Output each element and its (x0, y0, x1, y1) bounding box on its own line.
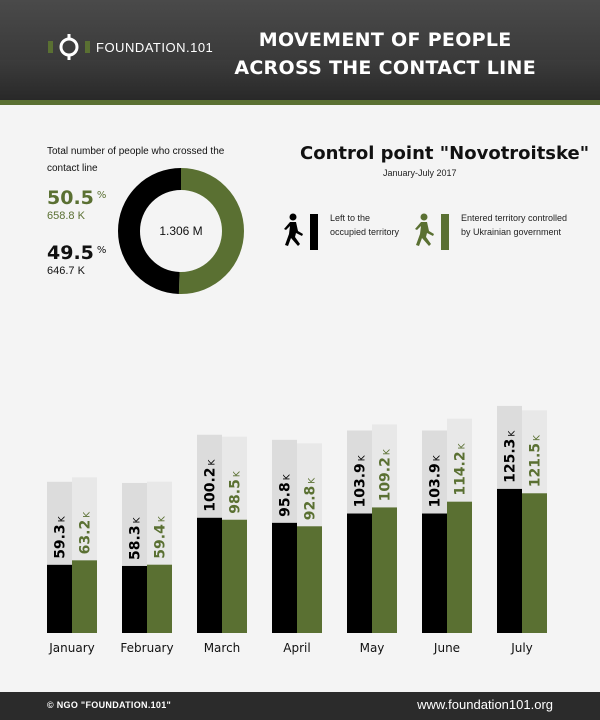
entered-percent-value: 50.5 (47, 187, 94, 209)
bar-entered (147, 564, 172, 633)
donut-center-label: 1.306 M (159, 224, 202, 238)
value-label-bg-left (272, 439, 297, 523)
bar-left (122, 565, 147, 633)
value-label-bg-entered (372, 424, 397, 508)
bar-left (272, 522, 297, 633)
data-label-entered: 63.2K (78, 511, 94, 555)
bar-entered (222, 519, 247, 633)
data-label-left: 103.9K (353, 454, 369, 507)
month-label: March (204, 641, 241, 655)
value-label-bg-entered (147, 481, 172, 565)
donut-slice-left (118, 168, 244, 294)
header-accent-stripe (0, 100, 600, 105)
value-label-bg-left (347, 430, 372, 514)
control-point-title: Control point "Novotroitske" (300, 143, 590, 164)
data-label-left: 95.8K (278, 473, 294, 517)
data-label-left: 59.3K (53, 515, 69, 559)
month-label: June (433, 641, 460, 655)
value-label-bg-left (497, 405, 522, 489)
value-label-bg-entered (297, 443, 322, 527)
month-label: April (283, 641, 310, 655)
control-point-subtitle: January-July 2017 (383, 168, 457, 178)
value-label-bg-entered (522, 410, 547, 494)
data-label-entered: 121.5K (528, 434, 544, 487)
total-crossed-label: Total number of people who crossed the c… (47, 146, 225, 174)
data-label-left: 103.9K (428, 454, 444, 507)
bar-left (47, 564, 72, 633)
bar-entered (297, 526, 322, 633)
bar-entered (447, 501, 472, 633)
legend-item-entered: Entered territory controlled by Ukrainia… (411, 211, 571, 251)
data-label-entered: 92.8K (303, 477, 319, 521)
bar-entered (72, 560, 97, 633)
header-photo-ground (0, 60, 600, 105)
bar-left (497, 488, 522, 633)
data-label-left: 100.2K (203, 458, 219, 511)
value-label-bg-left (422, 430, 447, 514)
data-label-entered: 59.4K (153, 515, 169, 559)
bar-left (197, 517, 222, 633)
bar-entered (372, 507, 397, 633)
month-label: May (360, 641, 385, 655)
logo[interactable]: FOUNDATION.101 (48, 34, 213, 60)
footer-copyright: © NGO "FOUNDATION.101" (47, 700, 172, 710)
legend-item-left: Left to the occupied territory (280, 211, 402, 251)
data-label-entered: 114.2K (453, 442, 469, 495)
bar-left (422, 513, 447, 633)
month-label: July (510, 641, 533, 655)
page-title-line-2: ACROSS THE CONTACT LINE (234, 57, 536, 79)
footer: © NGO "FOUNDATION.101" www.foundation101… (0, 692, 600, 720)
monthly-bar-chart: 59.3K 63.2K January 58.3K 59.4K February 100.2… (47, 405, 547, 655)
month-label: January (48, 641, 95, 655)
value-label-bg-left (122, 482, 147, 566)
legend-label-left: Left to the occupied territory (330, 213, 400, 237)
value-label-bg-left (47, 481, 72, 565)
page-title: MOVEMENT OF PEOPLE ACROSS THE CONTACT LI… (234, 26, 536, 82)
data-label-entered: 98.5K (228, 470, 244, 514)
header-banner: FOUNDATION.101 MOVEMENT OF PEOPLE ACROSS… (0, 0, 600, 105)
donut-chart: 1.306 M (118, 168, 244, 294)
entered-count: 658.8 K (47, 210, 85, 222)
left-percent-unit: % (96, 245, 107, 256)
value-label-bg-entered (447, 418, 472, 502)
header-photo-sky (0, 0, 600, 60)
bar-left (347, 513, 372, 633)
legend-label-entered: Entered territory controlled by Ukrainia… (461, 213, 568, 237)
walking-person-icon (284, 213, 318, 250)
month-label: February (120, 641, 173, 655)
value-label-bg-entered (222, 436, 247, 520)
data-label-left: 58.3K (128, 516, 144, 560)
left-count: 646.7 K (47, 265, 85, 277)
foundation-logo-icon (48, 34, 90, 60)
data-label-left: 125.3K (503, 430, 519, 483)
bar-entered (522, 493, 547, 633)
value-label-bg-left (197, 434, 222, 518)
logo-text: FOUNDATION.101 (96, 39, 214, 55)
walking-person-icon (415, 213, 449, 250)
page-title-line-1: MOVEMENT OF PEOPLE (258, 29, 512, 51)
entered-percent-unit: % (96, 190, 107, 201)
data-label-entered: 109.2K (378, 448, 394, 501)
legend-swatch-left (310, 214, 318, 250)
legend-swatch-entered (441, 214, 449, 250)
entered-percent: 50.5% (47, 187, 106, 209)
left-percent: 49.5% (47, 242, 106, 264)
footer-website-link[interactable]: www.foundation101.org (417, 697, 553, 712)
left-percent-value: 49.5 (47, 242, 94, 264)
value-label-bg-entered (72, 477, 97, 561)
